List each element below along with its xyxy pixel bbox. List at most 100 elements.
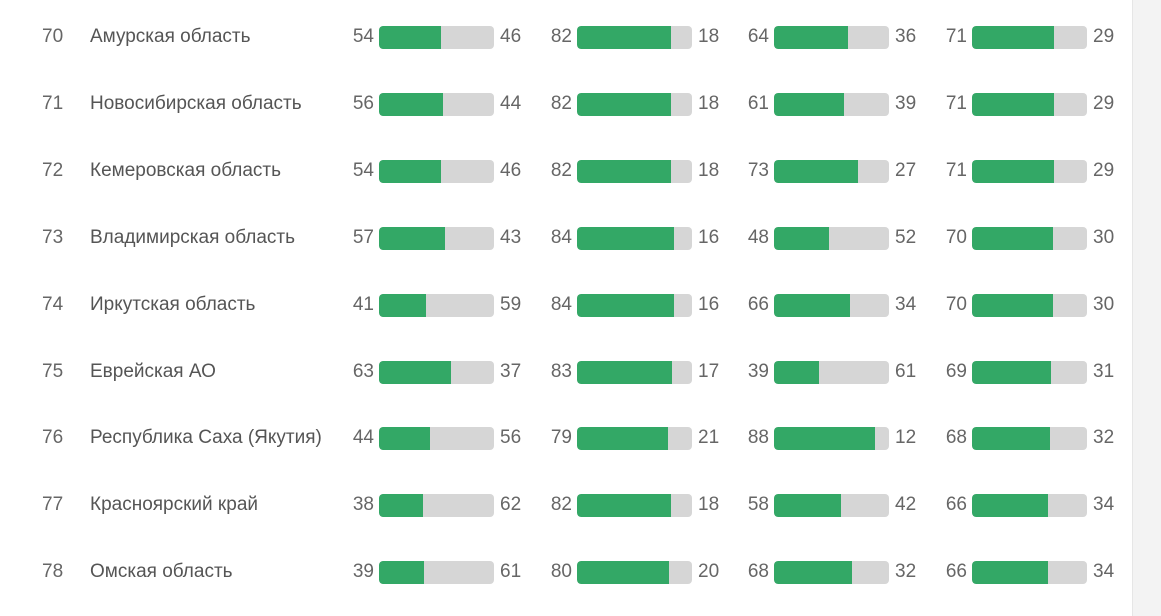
metric-bar-fill bbox=[379, 159, 442, 183]
metric-right-value: 46 bbox=[500, 26, 522, 47]
metric-cell: 39 61 bbox=[350, 552, 530, 592]
metric-bar-fill bbox=[774, 159, 858, 183]
metric-left-value: 84 bbox=[550, 293, 572, 315]
metric-bar-fill bbox=[577, 561, 669, 585]
metric-bar-fill bbox=[972, 226, 1053, 250]
region-name: Кемеровская область bbox=[90, 159, 281, 181]
metric-cell: 64 36 bbox=[745, 17, 925, 57]
metric-left-value: 38 bbox=[352, 494, 374, 516]
table-row: 73 Владимирская область 57 43 84 16 48 52 70 30 bbox=[0, 218, 1132, 258]
metric-right-value: 30 bbox=[1093, 226, 1115, 248]
metric-left-value: 68 bbox=[945, 427, 967, 449]
metric-bar bbox=[577, 92, 692, 116]
metric-bar bbox=[577, 561, 692, 585]
metric-left-value: 82 bbox=[550, 26, 572, 47]
metric-bar-fill bbox=[774, 293, 850, 317]
metric-bar-fill bbox=[577, 360, 673, 384]
metric-right-value: 52 bbox=[895, 226, 917, 248]
metric-cell: 73 27 bbox=[745, 151, 925, 191]
metric-bar bbox=[379, 226, 494, 250]
metric-bar-fill bbox=[972, 360, 1052, 384]
rank-number: 77 bbox=[42, 494, 64, 516]
metric-cell: 63 37 bbox=[350, 352, 530, 392]
metric-cell: 56 44 bbox=[350, 84, 530, 124]
metric-left-value: 56 bbox=[352, 92, 374, 114]
metric-left-value: 71 bbox=[945, 159, 967, 181]
metric-bar bbox=[972, 293, 1087, 317]
metric-bar bbox=[379, 427, 494, 451]
metric-bar bbox=[379, 494, 494, 518]
region-name: Амурская область bbox=[90, 26, 251, 47]
metric-cell: 66 34 bbox=[943, 485, 1123, 525]
metric-bar-fill bbox=[577, 26, 672, 49]
scrollbar-track[interactable] bbox=[1132, 0, 1161, 616]
metric-right-value: 27 bbox=[895, 159, 917, 181]
metric-right-value: 12 bbox=[895, 427, 917, 449]
metric-bar-fill bbox=[774, 26, 848, 49]
metric-right-value: 43 bbox=[500, 226, 522, 248]
metric-right-value: 34 bbox=[1093, 561, 1115, 583]
metric-bar bbox=[379, 159, 494, 183]
metric-bar-fill bbox=[972, 494, 1048, 518]
metric-bar bbox=[577, 360, 692, 384]
metric-cell: 71 29 bbox=[943, 17, 1123, 57]
metric-bar-fill bbox=[972, 159, 1054, 183]
rank-number: 72 bbox=[42, 159, 64, 181]
rank-number: 73 bbox=[42, 226, 64, 248]
metric-cell: 82 18 bbox=[548, 485, 728, 525]
metric-bar bbox=[972, 360, 1087, 384]
region-name: Республика Саха (Якутия) bbox=[90, 427, 322, 449]
metric-left-value: 66 bbox=[747, 293, 769, 315]
metric-left-value: 44 bbox=[352, 427, 374, 449]
metric-bar bbox=[774, 360, 889, 384]
metric-cell: 44 56 bbox=[350, 418, 530, 458]
metric-bar bbox=[972, 159, 1087, 183]
metric-left-value: 69 bbox=[945, 360, 967, 382]
metric-bar bbox=[577, 494, 692, 518]
metric-left-value: 68 bbox=[747, 561, 769, 583]
metric-bar bbox=[577, 427, 692, 451]
metric-right-value: 34 bbox=[895, 293, 917, 315]
table-row: 78 Омская область 39 61 80 20 68 32 66 34 bbox=[0, 552, 1132, 592]
table-row: 77 Красноярский край 38 62 82 18 58 42 66 34 bbox=[0, 485, 1132, 525]
metric-left-value: 58 bbox=[747, 494, 769, 516]
metric-right-value: 21 bbox=[698, 427, 720, 449]
region-name: Новосибирская область bbox=[90, 92, 302, 114]
metric-bar-fill bbox=[577, 427, 668, 451]
metric-bar-fill bbox=[379, 226, 445, 250]
metric-left-value: 61 bbox=[747, 92, 769, 114]
rank-number: 76 bbox=[42, 427, 64, 449]
metric-left-value: 84 bbox=[550, 226, 572, 248]
metric-cell: 70 30 bbox=[943, 285, 1123, 325]
region-name: Владимирская область bbox=[90, 226, 295, 248]
metric-bar-fill bbox=[379, 494, 423, 518]
metric-bar bbox=[774, 159, 889, 183]
metric-left-value: 41 bbox=[352, 293, 374, 315]
metric-bar bbox=[379, 360, 494, 384]
metric-cell: 41 59 bbox=[350, 285, 530, 325]
metric-bar bbox=[577, 293, 692, 317]
rank-number: 75 bbox=[42, 360, 64, 382]
metric-bar-fill bbox=[379, 360, 452, 384]
metric-cell: 82 18 bbox=[548, 151, 728, 191]
metric-bar-fill bbox=[972, 26, 1054, 49]
metric-left-value: 63 bbox=[352, 360, 374, 382]
rank-number: 78 bbox=[42, 561, 64, 583]
metric-right-value: 39 bbox=[895, 92, 917, 114]
metric-bar bbox=[774, 293, 889, 317]
metric-left-value: 70 bbox=[945, 293, 967, 315]
metric-right-value: 18 bbox=[698, 92, 720, 114]
metric-bar bbox=[972, 427, 1087, 451]
metric-left-value: 54 bbox=[352, 26, 374, 47]
metric-right-value: 16 bbox=[698, 226, 720, 248]
metric-right-value: 29 bbox=[1093, 92, 1115, 114]
metric-left-value: 80 bbox=[550, 561, 572, 583]
metric-bar-fill bbox=[972, 293, 1053, 317]
metric-bar bbox=[972, 226, 1087, 250]
metric-cell: 54 46 bbox=[350, 17, 530, 57]
metric-cell: 82 18 bbox=[548, 17, 728, 57]
metric-cell: 61 39 bbox=[745, 84, 925, 124]
metric-bar-fill bbox=[379, 293, 427, 317]
metric-left-value: 88 bbox=[747, 427, 769, 449]
metric-bar-fill bbox=[577, 494, 672, 518]
